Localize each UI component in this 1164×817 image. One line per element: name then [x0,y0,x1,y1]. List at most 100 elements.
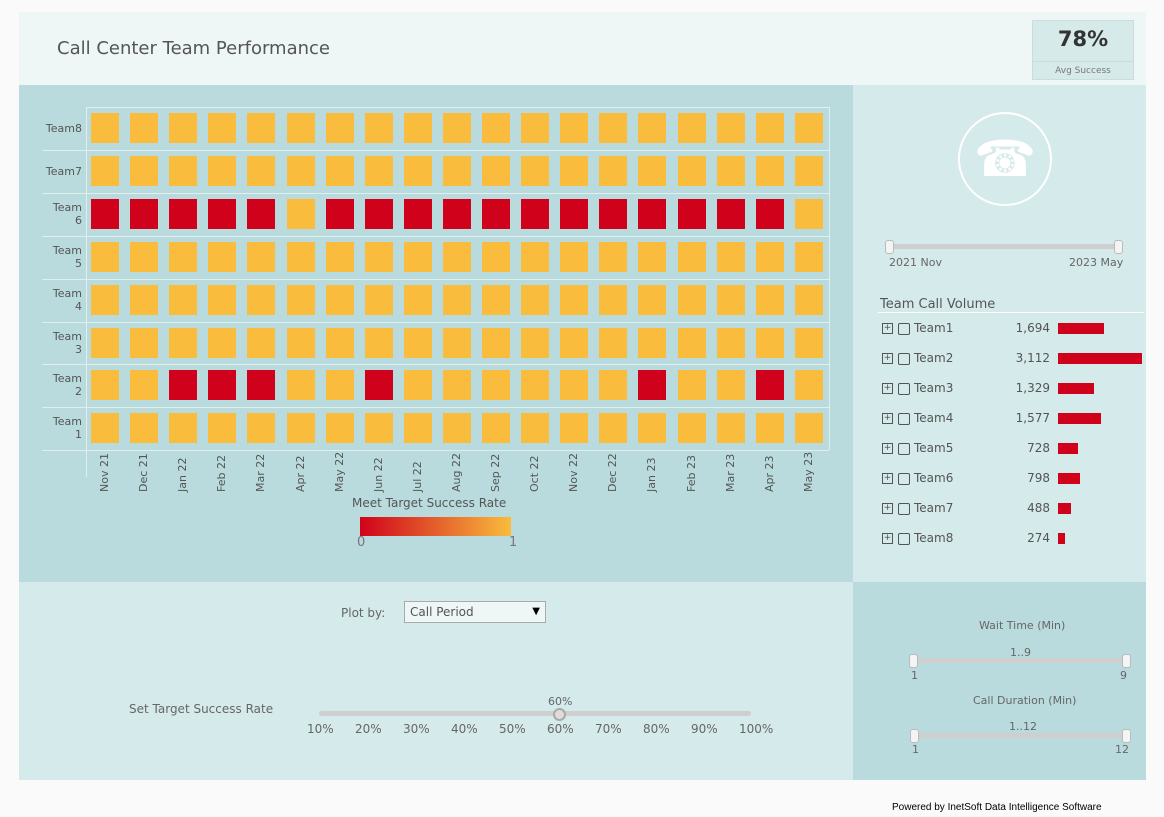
heatmap-cell[interactable] [286,155,315,186]
heatmap-cell[interactable] [91,155,119,186]
heatmap-cell[interactable] [560,370,589,401]
heatmap-cell[interactable] [677,327,706,358]
heatmap-cell[interactable] [716,113,745,143]
heatmap-cell[interactable] [599,370,628,401]
team-checkbox[interactable] [898,473,910,485]
heatmap-cell[interactable] [169,327,198,358]
heatmap-cell[interactable] [638,370,667,401]
heatmap-cell[interactable] [130,241,159,272]
heatmap-cell[interactable] [364,370,393,401]
heatmap-cell[interactable] [638,241,667,272]
volume-row[interactable]: + Team4 1,577 [880,411,1144,431]
heatmap-cell[interactable] [755,241,784,272]
heatmap-cell[interactable] [169,198,198,229]
team-checkbox[interactable] [898,533,910,545]
heatmap-cell[interactable] [716,284,745,315]
heatmap-cell[interactable] [442,241,471,272]
heatmap-cell[interactable] [794,241,823,272]
heatmap-cell[interactable] [364,284,393,315]
heatmap-cell[interactable] [716,413,745,444]
heatmap-cell[interactable] [247,327,276,358]
duration-slider[interactable] [914,733,1127,738]
heatmap-cell[interactable] [677,155,706,186]
heatmap-cell[interactable] [442,155,471,186]
heatmap-cell[interactable] [208,113,237,143]
heatmap-cell[interactable] [677,284,706,315]
date-start-handle[interactable] [885,240,894,254]
heatmap-cell[interactable] [677,370,706,401]
heatmap-cell[interactable] [91,413,119,444]
heatmap-cell[interactable] [755,284,784,315]
heatmap-cell[interactable] [442,113,471,143]
heatmap-cell[interactable] [599,284,628,315]
heatmap-cell[interactable] [442,370,471,401]
heatmap-cell[interactable] [325,155,354,186]
heatmap-cell[interactable] [247,284,276,315]
volume-row[interactable]: + Team7 488 [880,501,1144,521]
heatmap-cell[interactable] [442,198,471,229]
heatmap-cell[interactable] [169,155,198,186]
expand-icon[interactable]: + [882,323,893,334]
heatmap-cell[interactable] [364,241,393,272]
heatmap-cell[interactable] [560,155,589,186]
heatmap-cell[interactable] [560,198,589,229]
target-slider[interactable] [319,711,751,716]
heatmap-cell[interactable] [638,413,667,444]
heatmap-cell[interactable] [208,370,237,401]
expand-icon[interactable]: + [882,353,893,364]
heatmap-cell[interactable] [482,241,510,272]
heatmap-cell[interactable] [482,370,510,401]
heatmap-cell[interactable] [677,198,706,229]
heatmap-cell[interactable] [247,370,276,401]
heatmap-cell[interactable] [130,155,159,186]
heatmap-cell[interactable] [130,284,159,315]
heatmap-cell[interactable] [208,413,237,444]
heatmap-cell[interactable] [130,327,159,358]
expand-icon[interactable]: + [882,383,893,394]
volume-row[interactable]: + Team6 798 [880,471,1144,491]
heatmap-cell[interactable] [208,198,237,229]
heatmap-cell[interactable] [169,370,198,401]
heatmap-cell[interactable] [286,413,315,444]
volume-row[interactable]: + Team5 728 [880,441,1144,461]
heatmap-cell[interactable] [638,327,667,358]
heatmap-cell[interactable] [716,155,745,186]
heatmap-cell[interactable] [521,327,550,358]
heatmap-cell[interactable] [364,155,393,186]
heatmap-cell[interactable] [560,327,589,358]
expand-icon[interactable]: + [882,473,893,484]
heatmap-cell[interactable] [482,198,510,229]
expand-icon[interactable]: + [882,413,893,424]
heatmap-cell[interactable] [130,113,159,143]
heatmap-cell[interactable] [325,284,354,315]
heatmap-cell[interactable] [755,198,784,229]
volume-row[interactable]: + Team3 1,329 [880,381,1144,401]
heatmap-cell[interactable] [482,327,510,358]
heatmap-cell[interactable] [91,370,119,401]
heatmap-cell[interactable] [286,241,315,272]
heatmap-cell[interactable] [794,370,823,401]
heatmap-cell[interactable] [91,198,119,229]
heatmap-cell[interactable] [521,198,550,229]
heatmap-cell[interactable] [794,155,823,186]
heatmap-cell[interactable] [364,113,393,143]
heatmap-cell[interactable] [442,284,471,315]
heatmap-cell[interactable] [169,241,198,272]
volume-row[interactable]: + Team2 3,112 [880,351,1144,371]
heatmap-cell[interactable] [325,113,354,143]
heatmap-cell[interactable] [521,284,550,315]
heatmap-cell[interactable] [208,155,237,186]
heatmap-cell[interactable] [247,155,276,186]
date-range-slider[interactable] [889,244,1119,249]
heatmap-cell[interactable] [716,198,745,229]
expand-icon[interactable]: + [882,533,893,544]
heatmap-cell[interactable] [325,413,354,444]
heatmap-cell[interactable] [91,241,119,272]
heatmap-cell[interactable] [599,113,628,143]
heatmap-cell[interactable] [755,113,784,143]
heatmap-cell[interactable] [755,413,784,444]
heatmap-cell[interactable] [208,241,237,272]
heatmap-cell[interactable] [560,284,589,315]
heatmap-cell[interactable] [325,241,354,272]
heatmap-cell[interactable] [599,155,628,186]
